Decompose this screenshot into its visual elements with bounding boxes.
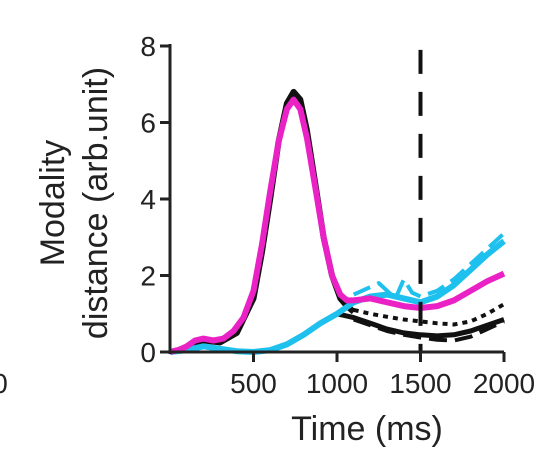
text-layer: 0 2 4 6 8 500 1000 1500 2000 0 Time (ms) Modalitydi…	[0, 31, 535, 448]
y-axis-label-line-1: Modality	[34, 140, 72, 267]
clipped-tick-label: 0	[0, 368, 8, 399]
x-tick-label-1000: 1000	[306, 368, 368, 399]
y-tick-label-6: 6	[140, 108, 156, 139]
y-tick-label-2: 2	[140, 261, 156, 292]
series-line-5	[169, 238, 506, 355]
x-axis-label: Time (ms)	[291, 410, 443, 448]
axes-layer	[160, 44, 506, 362]
y-tick-label-0: 0	[140, 337, 156, 368]
series-line-6	[352, 231, 506, 301]
series-line-7	[169, 96, 506, 355]
series-layer	[169, 88, 506, 355]
x-tick-label-2000: 2000	[473, 368, 535, 399]
x-tick-label-500: 500	[230, 368, 277, 399]
x-tick-label-1500: 1500	[389, 368, 451, 399]
series-line-3	[353, 317, 505, 343]
y-tick-label-4: 4	[140, 184, 156, 215]
y-tick-label-8: 8	[140, 31, 156, 62]
y-axis-label-line-2: distance (arb.unit)	[77, 67, 115, 339]
series-line-1	[169, 88, 356, 355]
